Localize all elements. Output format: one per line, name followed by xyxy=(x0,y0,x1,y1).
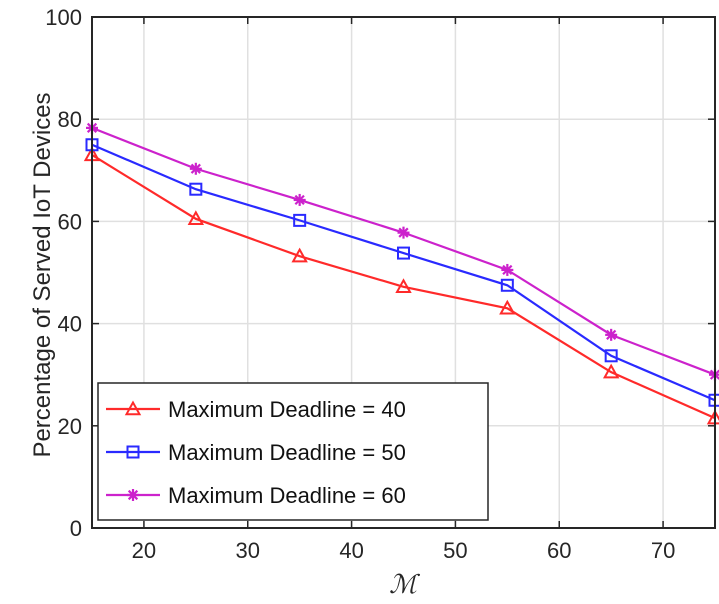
plot-frame xyxy=(91,16,716,529)
marker-stroke xyxy=(606,329,617,340)
data-point xyxy=(395,278,412,294)
data-point xyxy=(291,247,308,263)
series-line-3 xyxy=(91,126,716,376)
data-point xyxy=(293,193,306,206)
legend-label: Maximum Deadline = 50 xyxy=(168,440,406,465)
legend-marker xyxy=(126,445,140,459)
series-line-2 xyxy=(91,143,716,402)
y-tick-label: 60 xyxy=(58,209,82,234)
data-point xyxy=(397,246,410,260)
data-point xyxy=(605,328,618,341)
marker-stroke xyxy=(398,227,409,238)
x-axis-label: ℳ xyxy=(389,570,420,600)
y-tick-label: 20 xyxy=(58,414,82,439)
series-layer xyxy=(83,121,719,425)
data-point xyxy=(602,363,620,379)
legend-marker xyxy=(127,489,139,501)
y-tick-label: 0 xyxy=(70,516,82,541)
series-line-1 xyxy=(91,154,716,420)
x-tick-label: 30 xyxy=(236,538,260,563)
legend-label: Maximum Deadline = 40 xyxy=(168,397,406,422)
legend-marker xyxy=(124,400,142,416)
marker-stroke xyxy=(502,264,513,276)
data-point xyxy=(604,349,618,363)
y-tick-label: 100 xyxy=(45,5,82,30)
legend-box xyxy=(97,382,489,521)
data-point xyxy=(499,299,516,315)
marker-stroke xyxy=(294,194,305,206)
data-point xyxy=(397,226,410,239)
data-point xyxy=(500,278,514,292)
data-point xyxy=(189,162,202,175)
y-axis-label: Percentage of Served IoT Devices xyxy=(29,92,56,457)
marker-stroke xyxy=(190,163,201,174)
legend: Maximum Deadline = 40 Maximum Deadline = … xyxy=(97,382,489,521)
y-tick-label: 40 xyxy=(58,312,82,337)
x-tick-label: 60 xyxy=(547,538,571,563)
data-point xyxy=(189,182,203,196)
data-point xyxy=(187,210,205,226)
data-point xyxy=(293,213,307,227)
x-tick-label: 50 xyxy=(443,538,467,563)
legend-label: Maximum Deadline = 60 xyxy=(168,483,406,508)
y-tick-label: 80 xyxy=(58,107,82,132)
x-tick-label: 20 xyxy=(132,538,156,563)
marker-stroke xyxy=(127,489,139,501)
axis-ticks: 20 30 40 50 60 70 0 20 40 60 80 100 xyxy=(45,5,715,563)
x-tick-label: 70 xyxy=(651,538,675,563)
data-point xyxy=(501,263,514,276)
x-tick-label: 40 xyxy=(339,538,363,563)
